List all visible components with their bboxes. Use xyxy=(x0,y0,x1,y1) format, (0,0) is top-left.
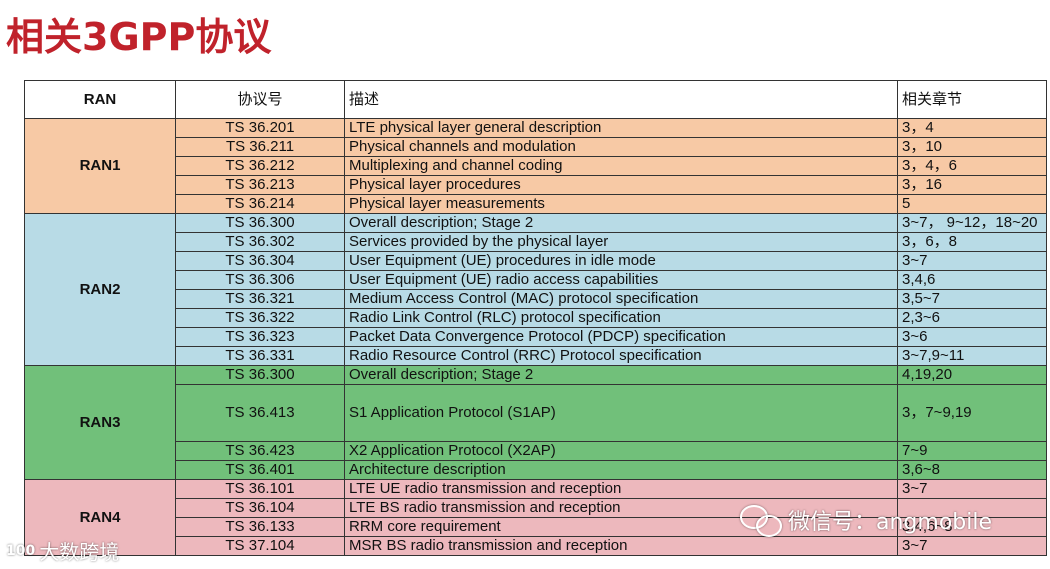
group-ran2: RAN2 xyxy=(24,213,176,366)
table-row: TS 36.133 RRM core requirement 3,4,6~8 xyxy=(24,517,1047,537)
site-watermark: 100 大数跨境 xyxy=(6,536,119,565)
spec-description: LTE UE radio transmission and reception xyxy=(344,479,898,499)
table-row: TS 36.322 Radio Link Control (RLC) proto… xyxy=(24,308,1047,328)
header-desc: 描述 xyxy=(344,80,898,119)
spec-description: MSR BS radio transmission and reception xyxy=(344,536,898,556)
spec-number: TS 36.101 xyxy=(175,479,345,499)
table-row: TS 36.306 User Equipment (UE) radio acce… xyxy=(24,270,1047,290)
spec-number: TS 36.300 xyxy=(175,213,345,233)
spec-number: TS 36.133 xyxy=(175,517,345,537)
spec-chapters: 7~9 xyxy=(897,441,1047,461)
spec-number: TS 37.104 xyxy=(175,536,345,556)
spec-chapters: 3~7 xyxy=(897,479,1047,499)
spec-chapters: 3,5~7 xyxy=(897,289,1047,309)
spec-chapters: 3~7 xyxy=(897,536,1047,556)
spec-number: TS 36.211 xyxy=(175,137,345,157)
group-ran1: RAN1 xyxy=(24,118,176,214)
spec-table: RAN 协议号 描述 相关章节 RAN1 TS 36.201 LTE physi… xyxy=(24,80,1047,556)
table-row: TS 36.214 Physical layer measurements 5 xyxy=(24,194,1047,214)
table-header-row: RAN 协议号 描述 相关章节 xyxy=(24,80,1047,119)
spec-number: TS 36.201 xyxy=(175,118,345,138)
spec-chapters: 3,4,6~8 xyxy=(897,517,1047,537)
table-row: RAN4 TS 36.101 LTE UE radio transmission… xyxy=(24,479,1047,556)
header-spec: 协议号 xyxy=(175,80,345,119)
spec-chapters: 3，4 xyxy=(897,118,1047,138)
spec-number: TS 36.214 xyxy=(175,194,345,214)
spec-number: TS 36.423 xyxy=(175,441,345,461)
spec-chapters: 4,19,20 xyxy=(897,365,1047,385)
spec-number: TS 36.331 xyxy=(175,346,345,366)
spec-chapters: 3,4,6 xyxy=(897,270,1047,290)
spec-number: TS 36.300 xyxy=(175,365,345,385)
table-row: RAN3 TS 36.300 Overall description; Stag… xyxy=(24,365,1047,480)
table-row: TS 37.104 MSR BS radio transmission and … xyxy=(24,536,1047,556)
spec-description: Services provided by the physical layer xyxy=(344,232,898,252)
spec-description: Medium Access Control (MAC) protocol spe… xyxy=(344,289,898,309)
spec-number: TS 36.323 xyxy=(175,327,345,347)
table-row: TS 36.321 Medium Access Control (MAC) pr… xyxy=(24,289,1047,309)
table-row: TS 36.302 Services provided by the physi… xyxy=(24,232,1047,252)
spec-number: TS 36.306 xyxy=(175,270,345,290)
spec-description: Physical layer procedures xyxy=(344,175,898,195)
table-row: RAN2 TS 36.300 Overall description; Stag… xyxy=(24,213,1047,366)
site-name: 大数跨境 xyxy=(39,540,120,564)
spec-description: User Equipment (UE) radio access capabil… xyxy=(344,270,898,290)
spec-number: TS 36.213 xyxy=(175,175,345,195)
spec-description: Physical layer measurements xyxy=(344,194,898,214)
table-row: TS 36.413 S1 Application Protocol (S1AP)… xyxy=(24,384,1047,442)
spec-chapters: 3，4，6 xyxy=(897,156,1047,176)
spec-number: TS 36.304 xyxy=(175,251,345,271)
spec-number: TS 36.322 xyxy=(175,308,345,328)
header-ran: RAN xyxy=(24,80,176,119)
spec-chapters: 3,6~8 xyxy=(897,460,1047,480)
spec-chapters: 3，16 xyxy=(897,175,1047,195)
spec-number: TS 36.321 xyxy=(175,289,345,309)
spec-number: TS 36.413 xyxy=(175,384,345,442)
spec-description: Multiplexing and channel coding xyxy=(344,156,898,176)
spec-number: TS 36.212 xyxy=(175,156,345,176)
spec-number: TS 36.302 xyxy=(175,232,345,252)
spec-description: X2 Application Protocol (X2AP) xyxy=(344,441,898,461)
table-row: TS 36.211 Physical channels and modulati… xyxy=(24,137,1047,157)
spec-chapters: 3，10 xyxy=(897,137,1047,157)
spec-chapters: 3，7~9,19 xyxy=(897,384,1047,442)
page-title: 相关3GPP协议 xyxy=(6,15,272,59)
spec-chapters: 3~6 xyxy=(897,327,1047,347)
spec-description: Packet Data Convergence Protocol (PDCP) … xyxy=(344,327,898,347)
spec-number: TS 36.401 xyxy=(175,460,345,480)
spec-chapters: 3~7， 9~12，18~20 xyxy=(897,213,1047,233)
group-ran4: RAN4 xyxy=(24,479,176,556)
spec-description: Radio Link Control (RLC) protocol specif… xyxy=(344,308,898,328)
spec-chapters: 3~7,9~11 xyxy=(897,346,1047,366)
group-ran3: RAN3 xyxy=(24,365,176,480)
wechat-id-text: 微信号：angmobile xyxy=(788,510,993,535)
header-chapters: 相关章节 xyxy=(897,80,1047,119)
spec-description: Architecture description xyxy=(344,460,898,480)
table-row: TS 36.323 Packet Data Convergence Protoc… xyxy=(24,327,1047,347)
table-row: TS 36.423 X2 Application Protocol (X2AP)… xyxy=(24,441,1047,461)
spec-chapters: 3，6，8 xyxy=(897,232,1047,252)
site-logo: 100 xyxy=(6,542,36,559)
spec-description: Radio Resource Control (RRC) Protocol sp… xyxy=(344,346,898,366)
wechat-watermark: 微信号：angmobile xyxy=(738,503,992,537)
spec-description: User Equipment (UE) procedures in idle m… xyxy=(344,251,898,271)
spec-number: TS 36.104 xyxy=(175,498,345,518)
spec-description: Overall description; Stage 2 xyxy=(344,213,898,233)
table-row: TS 36.401 Architecture description 3,6~8 xyxy=(24,460,1047,480)
spec-chapters: 2,3~6 xyxy=(897,308,1047,328)
table-row: TS 36.331 Radio Resource Control (RRC) P… xyxy=(24,346,1047,366)
spec-chapters: 5 xyxy=(897,194,1047,214)
table-row: TS 36.213 Physical layer procedures 3，16 xyxy=(24,175,1047,195)
spec-description: S1 Application Protocol (S1AP) xyxy=(344,384,898,442)
spec-description: Physical channels and modulation xyxy=(344,137,898,157)
spec-description: Overall description; Stage 2 xyxy=(344,365,898,385)
wechat-icon xyxy=(738,503,782,537)
spec-description: LTE physical layer general description xyxy=(344,118,898,138)
table-row: TS 36.304 User Equipment (UE) procedures… xyxy=(24,251,1047,271)
table-row: TS 36.212 Multiplexing and channel codin… xyxy=(24,156,1047,176)
table-row: TS 36.104 LTE BS radio transmission and … xyxy=(24,498,1047,518)
spec-chapters: 3~7 xyxy=(897,251,1047,271)
table-row: RAN1 TS 36.201 LTE physical layer genera… xyxy=(24,118,1047,214)
